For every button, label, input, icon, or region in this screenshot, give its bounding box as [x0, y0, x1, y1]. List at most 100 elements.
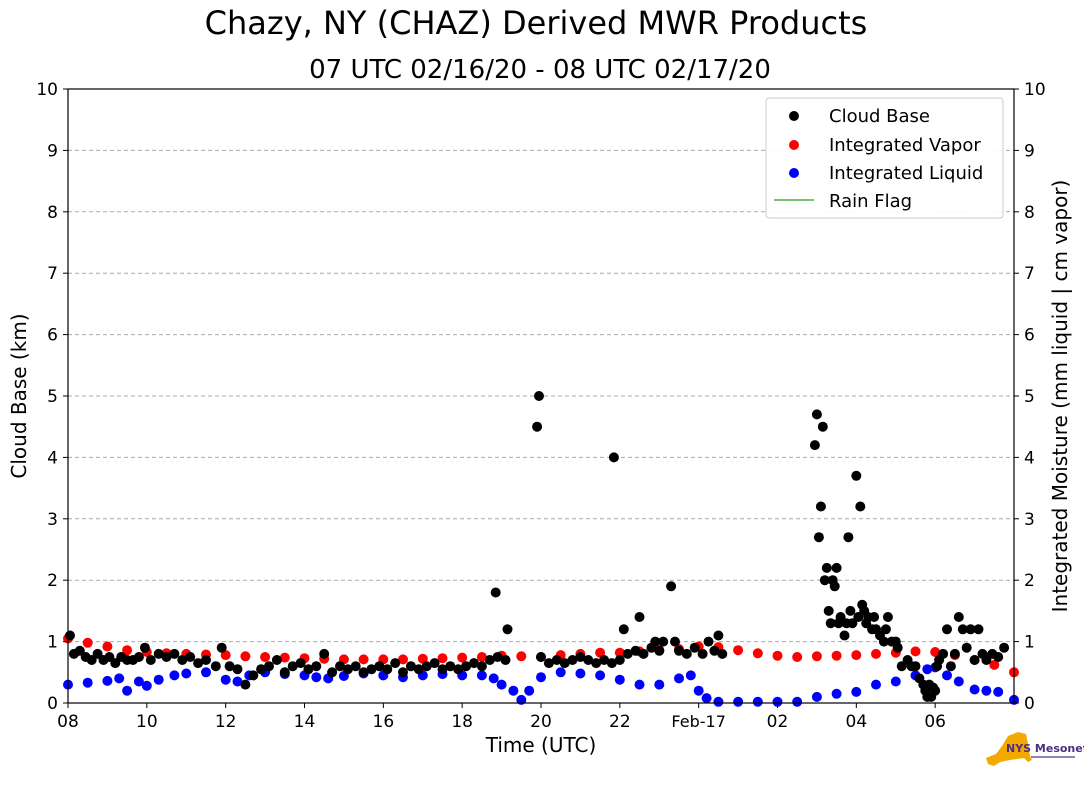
integrated-vapor-point: [910, 646, 921, 657]
cloud-base-point: [969, 655, 980, 665]
integrated-liquid-point: [508, 685, 519, 696]
cloud-base-point: [654, 645, 665, 656]
cloud-base-point: [153, 648, 164, 659]
cloud-base-point: [961, 642, 972, 653]
cloud-base-point: [811, 409, 822, 420]
integrated-vapor-point: [82, 637, 93, 648]
logo-tagline-line: [1031, 756, 1075, 758]
integrated-liquid-point: [476, 670, 487, 681]
integrated-liquid-point: [942, 670, 952, 681]
integrated-liquid-point: [595, 670, 606, 681]
x-tick-label: 02: [767, 712, 789, 732]
legend-marker-cloud-base: [789, 111, 799, 121]
integrated-vapor-point: [772, 650, 783, 661]
legend-marker-integrated-liquid: [789, 168, 799, 178]
cloud-base-point: [681, 648, 692, 659]
nys-mesonet-logo: NYS Mesonet: [986, 732, 1084, 766]
cloud-base-point: [413, 664, 424, 675]
cloud-base-point: [445, 661, 456, 672]
cloud-base-point: [177, 655, 188, 665]
cloud-base-point: [614, 655, 625, 665]
cloud-base-point: [855, 501, 866, 512]
integrated-liquid-point: [169, 670, 180, 681]
y-tick-label: 4: [47, 448, 58, 468]
cloud-base-point: [492, 652, 503, 662]
integrated-vapor-point: [279, 652, 290, 663]
cloud-base-point: [484, 655, 495, 665]
new-york-state-shape-icon: [986, 732, 1032, 766]
integrated-vapor-point: [792, 652, 803, 662]
cloud-base-point: [398, 667, 408, 678]
integrated-liquid-point: [232, 676, 243, 687]
integrated-liquid-point: [871, 679, 881, 690]
cloud-base-point: [953, 612, 964, 622]
cloud-base-point: [938, 648, 949, 659]
cloud-base-point: [342, 664, 353, 675]
cloud-base-point: [469, 658, 479, 669]
cloud-base-point: [599, 655, 610, 665]
cloud-base-point: [817, 421, 828, 432]
cloud-base-point: [536, 652, 546, 662]
cloud-base-point: [295, 658, 306, 669]
y-right-tick-label: 10: [1024, 80, 1046, 100]
cloud-base-point: [500, 655, 511, 665]
cloud-base-point: [670, 636, 680, 647]
cloud-base-point: [335, 661, 345, 672]
cloud-base-point: [965, 624, 976, 635]
cloud-base-point: [896, 661, 907, 672]
cloud-base-point: [502, 624, 513, 635]
integrated-vapor-point: [871, 648, 881, 659]
y-tick-label: 2: [47, 571, 58, 591]
integrated-liquid-point: [114, 673, 125, 684]
integrated-liquid-point: [575, 668, 586, 679]
integrated-liquid-point: [811, 691, 822, 702]
cloud-base-point: [201, 655, 211, 665]
x-tick-label: 18: [451, 712, 473, 732]
integrated-liquid-point: [969, 684, 980, 695]
integrated-liquid-point: [133, 676, 144, 687]
y-right-tick-label: 8: [1024, 203, 1035, 223]
integrated-vapor-point: [260, 652, 271, 662]
cloud-base-point: [880, 624, 891, 635]
y-tick-label: 6: [47, 326, 58, 346]
integrated-liquid-point: [181, 668, 192, 679]
cloud-base-point: [534, 391, 544, 401]
cloud-base-point: [559, 658, 570, 669]
x-tick-label: 08: [57, 712, 79, 732]
cloud-base-point: [999, 642, 1010, 653]
cloud-base-point: [161, 652, 172, 662]
integrated-liquid-point: [772, 696, 783, 707]
grid-lines: [68, 149, 1014, 643]
x-tick-label: 20: [530, 712, 552, 732]
integrated-liquid-point: [922, 664, 933, 675]
cloud-base-point: [882, 612, 893, 622]
y-right-tick-label: 3: [1024, 510, 1035, 530]
y-right-tick-label: 2: [1024, 571, 1035, 591]
integrated-liquid-point: [981, 685, 992, 696]
cloud-base-point: [949, 648, 960, 659]
cloud-base-point: [583, 655, 594, 665]
integrated-liquid-point: [524, 685, 535, 696]
cloud-base-point: [717, 648, 728, 659]
integrated-vapor-point: [476, 652, 487, 662]
cloud-base-point: [256, 664, 267, 675]
y-right-tick-label: 4: [1024, 448, 1035, 468]
cloud-base-point: [608, 452, 619, 463]
integrated-liquid-point: [674, 673, 684, 684]
cloud-base-point: [382, 664, 393, 675]
cloud-base-point: [437, 664, 448, 675]
y-tick-label: 9: [47, 141, 58, 161]
cloud-base-point: [845, 605, 856, 616]
integrated-vapor-point: [831, 650, 842, 661]
y-right-tick-label: 5: [1024, 387, 1035, 407]
x-tick-label: 04: [846, 712, 868, 732]
cloud-base-point: [957, 624, 968, 635]
y-right-tick-label: 0: [1024, 694, 1035, 714]
cloud-base-point: [821, 562, 832, 573]
integrated-vapor-point: [417, 653, 428, 664]
integrated-liquid-point: [536, 672, 546, 683]
cloud-base-point: [279, 667, 290, 678]
cloud-base-point: [390, 658, 401, 669]
cloud-base-point: [303, 664, 314, 675]
integrated-liquid-point: [733, 696, 744, 707]
